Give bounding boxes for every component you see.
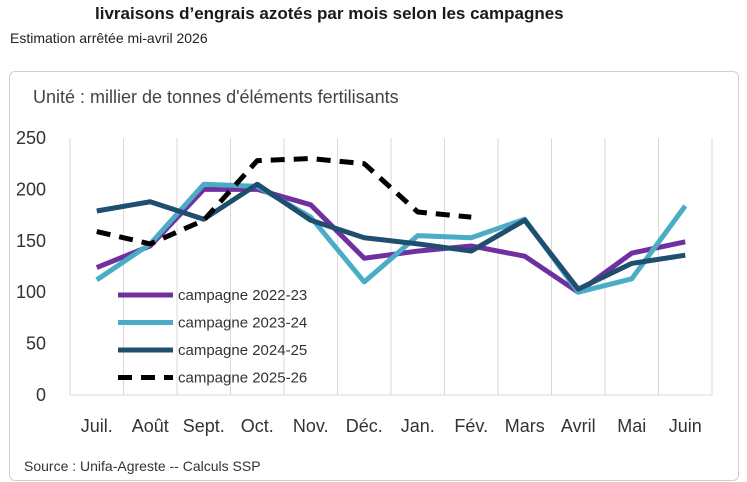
y-tick-label: 50 bbox=[26, 334, 46, 354]
legend-label-1: campagne 2022-23 bbox=[178, 287, 307, 304]
x-tick-label: Juin bbox=[669, 416, 702, 436]
x-tick-label: Nov. bbox=[293, 416, 329, 436]
legend-label-3: campagne 2024-25 bbox=[178, 342, 307, 359]
x-tick-label: Fév. bbox=[454, 416, 488, 436]
y-tick-label: 200 bbox=[16, 179, 46, 199]
x-tick-label: Mai bbox=[617, 416, 646, 436]
x-axis-ticks: Juil. Août Sept. Oct. Nov. Déc. Jan. Fév. Mars Av… bbox=[81, 416, 702, 436]
y-axis-ticks: 0 50 100 150 200 250 bbox=[16, 128, 46, 405]
series-line-3 bbox=[96, 181, 686, 292]
x-tick-label: Sept. bbox=[183, 416, 225, 436]
series-line-2 bbox=[95, 181, 688, 295]
y-tick-label: 0 bbox=[36, 385, 46, 405]
legend: campagne 2022-23 campagne 2023-24 campagne… bbox=[118, 287, 307, 387]
x-tick-label: Déc. bbox=[346, 416, 383, 436]
x-tick-label: Août bbox=[132, 416, 169, 436]
y-tick-label: 150 bbox=[16, 231, 46, 251]
x-tick-label: Avril bbox=[561, 416, 596, 436]
x-tick-label: Jan. bbox=[401, 416, 435, 436]
x-tick-label: Oct. bbox=[241, 416, 274, 436]
x-tick-label: Juil. bbox=[81, 416, 113, 436]
legend-label-4: campagne 2025-26 bbox=[178, 370, 307, 387]
series-line-4 bbox=[96, 156, 472, 247]
y-tick-label: 250 bbox=[16, 128, 46, 148]
source-note: Source : Unifa-Agreste -- Calculs SSP bbox=[24, 458, 261, 474]
unit-label: Unité : millier de tonnes d'éléments fer… bbox=[33, 87, 399, 107]
x-tick-label: Mars bbox=[505, 416, 545, 436]
series-lines bbox=[95, 156, 688, 295]
chart-title: livraisons d’engrais azotés par mois sel… bbox=[95, 4, 564, 23]
legend-label-2: campagne 2023-24 bbox=[178, 315, 307, 332]
chart-subtitle: Estimation arrêtée mi-avril 2026 bbox=[10, 30, 208, 46]
y-tick-label: 100 bbox=[16, 282, 46, 302]
